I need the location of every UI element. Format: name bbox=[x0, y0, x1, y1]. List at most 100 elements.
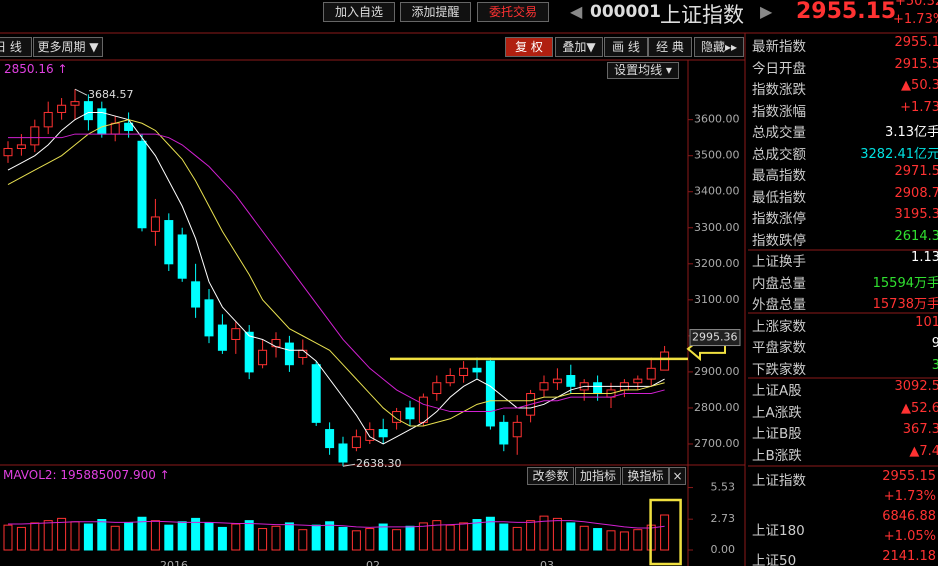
quote-label: 总成交量 bbox=[752, 125, 806, 141]
chart-tool-button[interactable]: 叠加▼ bbox=[555, 37, 603, 57]
quote-label: 上证B股 bbox=[752, 426, 802, 442]
quote-label: 总成交额 bbox=[752, 146, 806, 163]
candle-body bbox=[512, 421, 522, 438]
quote-value: 15738万手 bbox=[872, 297, 938, 312]
volume-bar bbox=[392, 529, 402, 551]
indicator-button[interactable]: 加指标 bbox=[575, 467, 621, 485]
volume-bar bbox=[472, 519, 482, 551]
volume-bar bbox=[3, 524, 13, 551]
volume-bar bbox=[378, 523, 388, 551]
candle-body bbox=[660, 351, 670, 371]
candle-body bbox=[325, 429, 335, 449]
quote-value: 101 bbox=[915, 314, 938, 330]
volume-bar bbox=[311, 524, 321, 551]
index-pct: +1.73% bbox=[883, 489, 936, 504]
candle-body bbox=[392, 411, 402, 423]
volume-bar bbox=[97, 519, 107, 551]
volume-bar bbox=[485, 516, 495, 551]
candle-body bbox=[445, 375, 455, 384]
candle-body bbox=[43, 111, 53, 128]
chart-tool-button[interactable]: 复 权 bbox=[505, 37, 553, 57]
quote-label: 指数涨幅 bbox=[752, 103, 806, 120]
toolbar-button[interactable]: 添加提醒 bbox=[400, 2, 471, 22]
volume-bar bbox=[217, 526, 227, 551]
volume-bar bbox=[258, 528, 268, 551]
volume-bar bbox=[43, 520, 53, 551]
candle-body bbox=[485, 360, 495, 427]
candle-body bbox=[110, 122, 120, 135]
chart-tool-button[interactable]: 经 典 bbox=[648, 37, 692, 57]
quote-label: 上涨家数 bbox=[752, 318, 806, 335]
candle-body bbox=[338, 443, 348, 463]
candle-body bbox=[164, 220, 174, 265]
period-button[interactable]: 日 线 bbox=[0, 37, 32, 57]
volume-bar bbox=[539, 515, 549, 551]
quote-label: 外盘总量 bbox=[752, 297, 806, 313]
candle-body bbox=[365, 429, 375, 441]
index-value: 6846.88 bbox=[882, 509, 936, 524]
candle-body bbox=[284, 342, 294, 366]
volume-bar bbox=[499, 523, 509, 551]
high-label: 3684.57 bbox=[88, 88, 134, 101]
volume-bar bbox=[164, 524, 174, 551]
candle-body bbox=[459, 367, 469, 377]
indicator-button[interactable]: 换指标 bbox=[622, 467, 669, 485]
volume-bar bbox=[57, 517, 67, 551]
candle-body bbox=[70, 101, 80, 106]
volume-bar bbox=[325, 521, 335, 551]
x-tick-label: 02 bbox=[366, 559, 380, 566]
stock-change-pct: +1.73% bbox=[893, 12, 938, 27]
quote-value: 9 bbox=[931, 336, 938, 351]
quote-value: 367.3 bbox=[902, 422, 938, 437]
quote-label: 最高指数 bbox=[752, 168, 806, 184]
ma-line bbox=[7, 119, 665, 427]
candle-body bbox=[566, 375, 576, 387]
volume-bar bbox=[244, 520, 254, 551]
volume-bar bbox=[30, 522, 40, 551]
volume-bar bbox=[432, 520, 442, 551]
candle-body bbox=[30, 126, 40, 146]
candle-body bbox=[258, 349, 268, 366]
quote-value: ▲50.3 bbox=[901, 78, 938, 93]
chart-tool-button[interactable]: 隐藏▸▸ bbox=[694, 37, 744, 57]
candle-body bbox=[191, 281, 201, 308]
volume-bar bbox=[633, 529, 643, 551]
volume-bar bbox=[365, 528, 375, 551]
stock-price: 2955.15 bbox=[796, 0, 897, 24]
ma-setting[interactable]: 设置均线 ▾ bbox=[607, 62, 679, 79]
quote-value: ▲7.4 bbox=[909, 443, 938, 459]
quote-value: 2915.5 bbox=[894, 56, 938, 72]
indicator-button[interactable]: 改参数 bbox=[527, 467, 574, 485]
candle-body bbox=[499, 421, 509, 445]
y-tick-label: 2700.00 bbox=[694, 437, 740, 450]
ma-line bbox=[8, 520, 665, 529]
volume-bar bbox=[137, 516, 147, 551]
toolbar-button[interactable]: 委托交易 bbox=[477, 2, 549, 22]
index-name: 上证指数 bbox=[752, 473, 806, 489]
quote-value: 3 bbox=[931, 357, 938, 373]
y-tick-label: 3500.00 bbox=[694, 149, 740, 162]
volume-bar bbox=[579, 525, 589, 551]
stock-code: 000001 bbox=[590, 2, 661, 22]
candle-body bbox=[298, 349, 308, 358]
chart-tool-button[interactable]: 画 线 bbox=[604, 37, 648, 57]
indicator-button[interactable]: × bbox=[669, 467, 686, 485]
index-name: 上证50 bbox=[752, 553, 797, 566]
volume-bar bbox=[660, 514, 670, 551]
quote-label: 最低指数 bbox=[752, 189, 806, 206]
candle-body bbox=[378, 429, 388, 438]
period-more[interactable]: 更多周期 ▼ bbox=[33, 37, 103, 57]
stock-change: +50.32 bbox=[895, 0, 938, 9]
toolbar-button[interactable]: 加入自选 bbox=[323, 2, 395, 22]
volume-bar bbox=[191, 517, 201, 551]
candle-body bbox=[646, 367, 656, 380]
candle-body bbox=[3, 147, 13, 157]
candle-body bbox=[137, 140, 147, 229]
volume-bar bbox=[418, 522, 428, 551]
candle-body bbox=[244, 331, 254, 373]
candle-body bbox=[217, 324, 227, 351]
quote-value: 3195.3 bbox=[894, 207, 938, 222]
volume-bar bbox=[351, 530, 361, 551]
volume-bar bbox=[284, 522, 294, 551]
